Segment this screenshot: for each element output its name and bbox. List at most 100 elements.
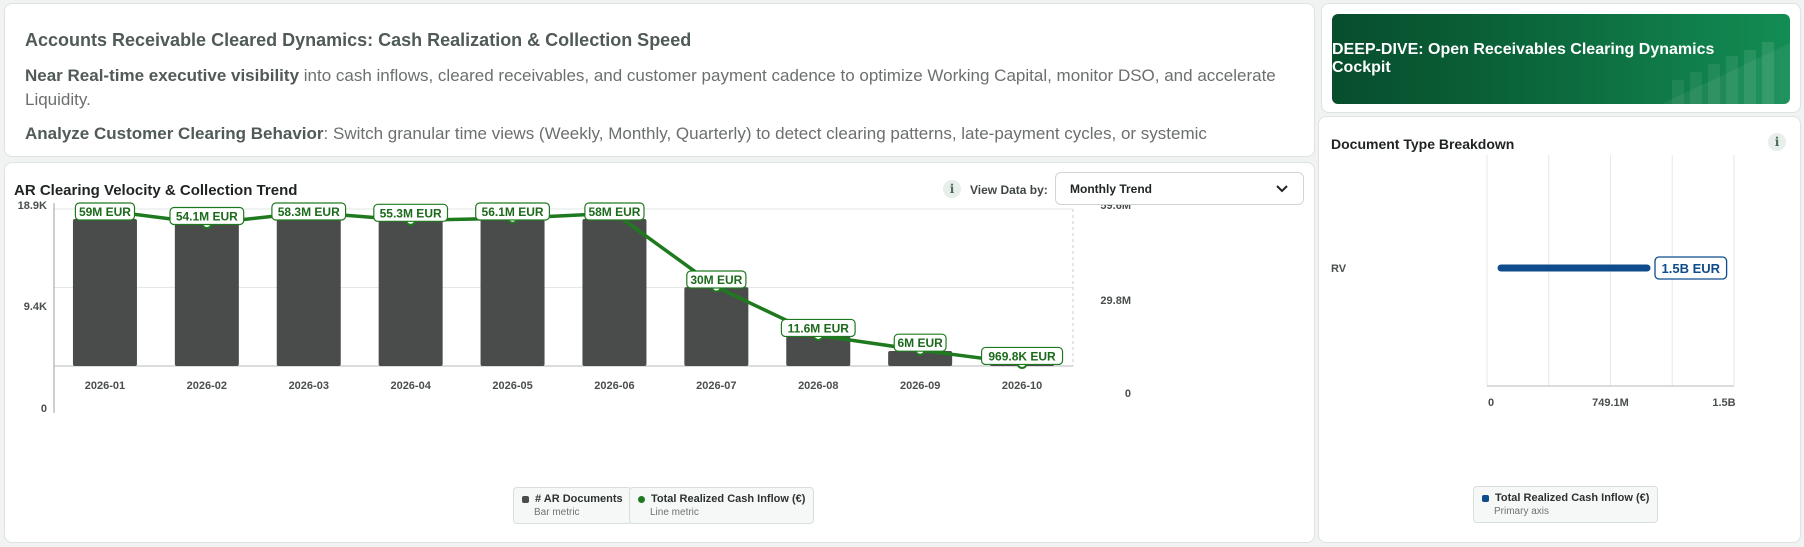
left-tick-label: 18.9K bbox=[18, 200, 47, 212]
chart-title: AR Clearing Velocity & Collection Trend bbox=[14, 182, 298, 199]
data-label: 59M EUR bbox=[79, 205, 131, 219]
chevron-down-icon bbox=[1276, 184, 1288, 192]
legend-name-bars: # AR Documents bbox=[522, 493, 623, 505]
data-label-box bbox=[74, 202, 136, 221]
bar-2026-05 bbox=[480, 218, 545, 366]
legend-item-bars[interactable]: # AR Documents Bar metric bbox=[513, 487, 632, 524]
legend-swatch-line bbox=[638, 495, 645, 503]
doc-category-label: RV bbox=[1331, 263, 1347, 275]
data-label-group: 969.8K EUR bbox=[980, 346, 1064, 366]
bar-2026-06 bbox=[582, 218, 647, 366]
legend-sub-bars: Bar metric bbox=[534, 507, 580, 518]
category-label: 2026-02 bbox=[187, 380, 227, 392]
legend-item-line[interactable]: Total Realized Cash Inflow (€) Line metr… bbox=[629, 487, 815, 524]
doc-data-label-box bbox=[1654, 256, 1728, 280]
data-label-group: 6M EUR bbox=[893, 333, 947, 352]
legend-name-line: Total Realized Cash Inflow (€) bbox=[638, 493, 805, 505]
data-label: 6M EUR bbox=[897, 336, 943, 350]
category-label: 2026-09 bbox=[900, 380, 940, 392]
data-label-box bbox=[980, 346, 1064, 366]
banner-bars-decoration bbox=[1662, 42, 1790, 104]
view-data-value: Monthly Trend bbox=[1070, 181, 1152, 196]
description-text-1: into cash inflows, cleared receivables, … bbox=[25, 66, 1276, 109]
view-data-select[interactable]: Monthly Trend bbox=[1055, 172, 1304, 205]
deep-dive-banner[interactable]: DEEP-DIVE: Open Receivables Clearing Dyn… bbox=[1332, 14, 1790, 104]
info-icon[interactable]: i bbox=[943, 180, 961, 198]
data-label-group: 30M EUR bbox=[686, 270, 747, 289]
document-type-title: Document Type Breakdown bbox=[1331, 136, 1515, 152]
category-label: 2026-01 bbox=[85, 380, 125, 392]
data-label-box bbox=[475, 202, 551, 221]
description-paragraph-2: Analyze Customer Clearing Behavior: Swit… bbox=[25, 122, 1294, 146]
category-label: 2026-06 bbox=[594, 380, 634, 392]
data-label-box bbox=[584, 202, 645, 221]
document-type-chart: 0 749.1M 1.5B RV 1.5B EUR bbox=[1331, 155, 1736, 409]
legend-swatch-doc bbox=[1482, 494, 1489, 502]
legend-item-doc[interactable]: Total Realized Cash Inflow (€) Primary a… bbox=[1473, 486, 1659, 523]
data-label-box bbox=[271, 202, 347, 221]
category-label: 2026-08 bbox=[798, 380, 838, 392]
doc-info-icon[interactable]: i bbox=[1768, 133, 1786, 151]
legend-sub-doc: Primary axis bbox=[1494, 506, 1550, 517]
data-label: 969.8K EUR bbox=[988, 349, 1056, 363]
data-label-group: 55.3M EUR bbox=[373, 203, 449, 222]
data-label: 55.3M EUR bbox=[380, 206, 442, 220]
data-label: 58M EUR bbox=[588, 205, 640, 219]
view-data-label: View Data by: bbox=[970, 183, 1048, 197]
legend-name-doc: Total Realized Cash Inflow (€) bbox=[1482, 492, 1649, 504]
data-label-group: 11.6M EUR bbox=[780, 318, 856, 338]
data-label-group: 56.1M EUR bbox=[475, 202, 551, 221]
category-label: 2026-10 bbox=[1002, 380, 1042, 392]
doc-data-label: 1.5B EUR bbox=[1662, 261, 1721, 276]
doc-x-tick-label: 1.5B bbox=[1712, 397, 1735, 409]
description-panel: Accounts Receivable Cleared Dynamics: Ca… bbox=[4, 3, 1315, 157]
data-label-group: 58.3M EUR bbox=[271, 202, 347, 221]
description-paragraph-1: Near Real-time executive visibility into… bbox=[25, 64, 1294, 112]
data-label-box bbox=[373, 203, 449, 222]
bar-2026-02 bbox=[174, 218, 239, 366]
trend-chart-panel: 18.9K 9.4K 0 59.6M 29.8M 0 2026-01 2026-02 2026-… bbox=[4, 162, 1315, 543]
data-label-group: 58M EUR bbox=[584, 202, 645, 221]
category-label: 2026-05 bbox=[492, 380, 532, 392]
description-bold-2: Analyze Customer Clearing Behavior bbox=[25, 124, 324, 143]
description-text-2: : Switch granular time views (Weekly, Mo… bbox=[323, 124, 1207, 143]
data-label: 54.1M EUR bbox=[176, 209, 238, 223]
data-label: 58.3M EUR bbox=[278, 205, 340, 219]
data-label-box bbox=[893, 333, 947, 352]
description-bold-1: Near Real-time executive visibility bbox=[25, 66, 300, 85]
legend-label-bars: # AR Documents bbox=[535, 493, 623, 505]
data-label-group: 59M EUR bbox=[74, 202, 136, 221]
bar-2026-09 bbox=[888, 351, 953, 366]
left-tick-label: 9.4K bbox=[24, 301, 47, 313]
data-label-group: 54.1M EUR bbox=[169, 206, 245, 226]
legend-sub-line: Line metric bbox=[650, 507, 699, 518]
bar-2026-01 bbox=[72, 218, 137, 366]
category-label: 2026-07 bbox=[696, 380, 736, 392]
document-type-panel: 0 749.1M 1.5B RV 1.5B EUR Document Type Brea… bbox=[1318, 116, 1801, 543]
legend-swatch-bars bbox=[522, 495, 529, 503]
right-tick-label: 29.8M bbox=[1100, 295, 1131, 307]
bar-2026-08 bbox=[786, 335, 851, 366]
doc-x-tick-label: 749.1M bbox=[1592, 397, 1629, 409]
category-label: 2026-03 bbox=[289, 380, 329, 392]
data-label: 30M EUR bbox=[690, 273, 742, 287]
doc-x-tick-label: 0 bbox=[1488, 397, 1494, 409]
banner-panel: DEEP-DIVE: Open Receivables Clearing Dyn… bbox=[1321, 3, 1801, 113]
bar-2026-04 bbox=[378, 218, 443, 366]
legend-label-doc: Total Realized Cash Inflow (€) bbox=[1495, 492, 1650, 504]
data-label: 56.1M EUR bbox=[482, 205, 544, 219]
cash-inflow-line bbox=[104, 208, 1023, 366]
banner-label: DEEP-DIVE: Open Receivables Clearing Dyn… bbox=[1332, 41, 1715, 76]
data-label-box bbox=[686, 270, 747, 289]
left-tick-label: 0 bbox=[41, 403, 47, 415]
data-label-box bbox=[780, 318, 856, 338]
bar-2026-03 bbox=[276, 218, 341, 366]
legend-label-line: Total Realized Cash Inflow (€) bbox=[651, 493, 806, 505]
data-label-box bbox=[169, 206, 245, 226]
data-label: 11.6M EUR bbox=[788, 321, 850, 335]
right-tick-label: 0 bbox=[1125, 388, 1131, 400]
category-label: 2026-04 bbox=[390, 380, 431, 392]
page-title: Accounts Receivable Cleared Dynamics: Ca… bbox=[25, 30, 692, 50]
bar-2026-07 bbox=[684, 287, 749, 366]
